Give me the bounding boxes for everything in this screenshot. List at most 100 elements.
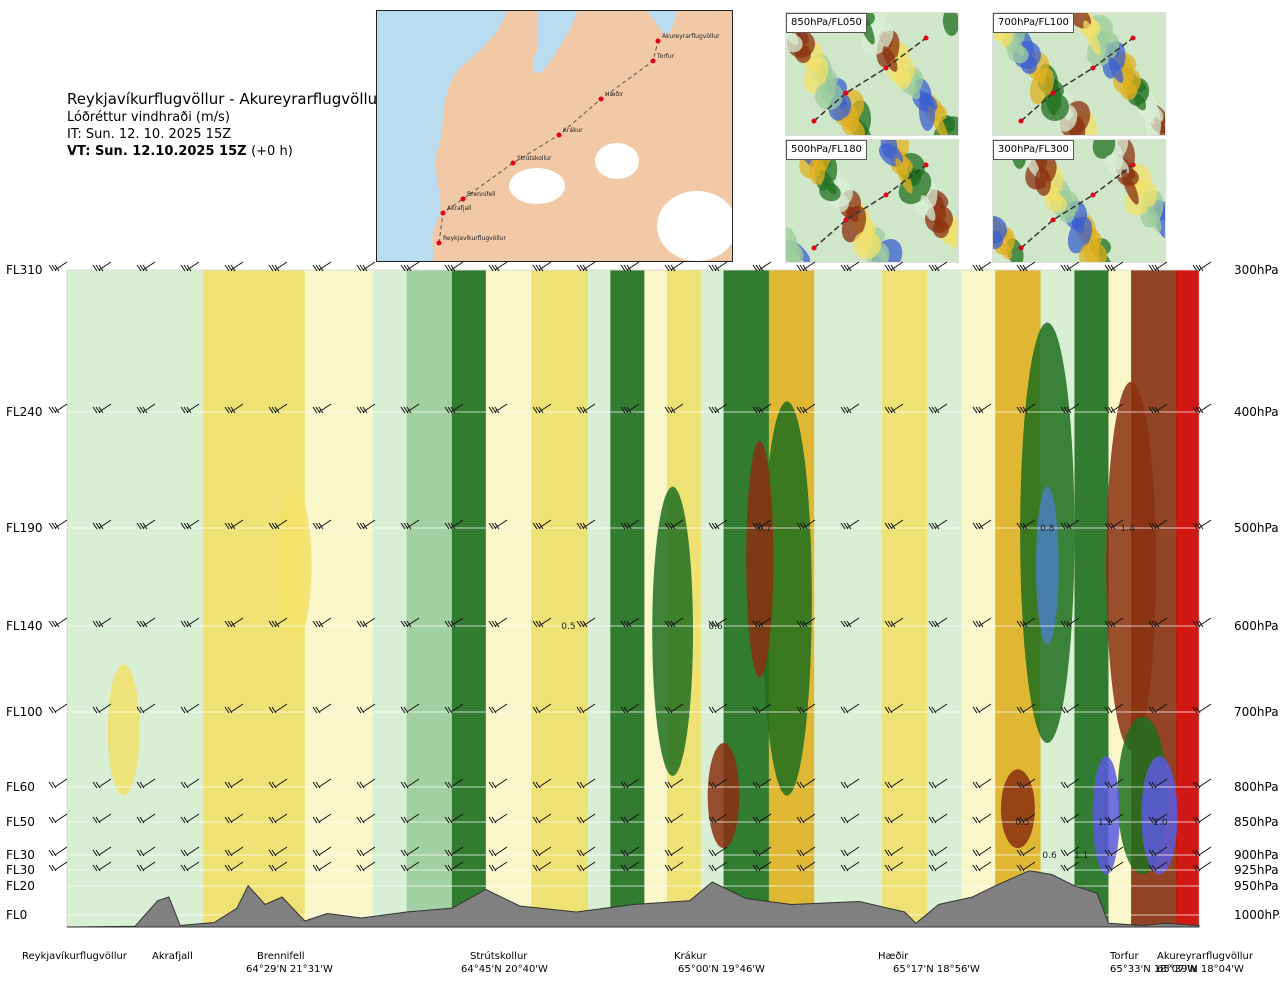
barb-shaft (494, 861, 508, 871)
wind-barb (136, 861, 156, 872)
wind-barb (48, 778, 68, 789)
barb-flag (1066, 406, 1072, 414)
barb-flag (227, 849, 233, 857)
barb-flag (180, 522, 186, 530)
barb-flag (579, 264, 585, 272)
thumb-field-cell (1092, 140, 1116, 159)
field-band (406, 270, 453, 927)
field-cell (1092, 756, 1120, 875)
barb-shaft (1110, 861, 1124, 871)
wind-barb (532, 846, 552, 857)
barb-flag (931, 816, 937, 824)
wind-barb (928, 617, 948, 628)
wind-barb (48, 403, 68, 414)
barb-flag (664, 781, 670, 789)
barb-flag (928, 849, 934, 857)
barb-flag (1104, 522, 1110, 530)
wind-barb (884, 617, 904, 628)
barb-flag (538, 522, 544, 530)
thumb-route-point (1130, 162, 1136, 168)
barb-shaft (582, 861, 596, 871)
route-line (438, 40, 659, 244)
thumb-700[interactable]: 700hPa/FL100 (992, 12, 1166, 136)
wind-barb (1192, 403, 1212, 414)
barb-flag (1151, 849, 1157, 857)
wind-barb (1016, 846, 1036, 857)
barb-flag (620, 849, 626, 857)
barb-flag (1019, 522, 1025, 530)
barb-shaft (890, 846, 904, 856)
location-coord: 65°33'N 18°07'W (1110, 964, 1197, 975)
barb-shaft (538, 778, 552, 788)
barb-shaft (538, 846, 552, 856)
thumb-850[interactable]: 850hPa/FL050 (785, 12, 959, 136)
barb-flag (972, 264, 978, 272)
barb-shaft (362, 703, 376, 713)
wind-barb (928, 813, 948, 824)
barb-flag (928, 522, 934, 530)
barb-flag (620, 816, 626, 824)
barb-flag (1151, 264, 1157, 272)
thumb-300[interactable]: 300hPa/FL300 (992, 139, 1166, 263)
barb-flag (846, 264, 852, 272)
barb-flag (312, 406, 318, 414)
contour-label: 0.6 (1042, 851, 1057, 861)
barb-flag (48, 816, 54, 824)
barb-flag (1063, 816, 1069, 824)
barb-flag (1063, 864, 1069, 872)
wind-barb (1104, 519, 1124, 530)
barb-shaft (978, 846, 992, 856)
barb-flag (444, 849, 450, 857)
thumb-field-cell (815, 82, 843, 110)
barb-flag (532, 264, 538, 272)
barb-flag (271, 864, 277, 872)
wind-barb (884, 846, 904, 857)
barb-flag (183, 264, 189, 272)
thumb-850-label: 850hPa/FL050 (786, 13, 867, 33)
barb-flag (535, 706, 541, 714)
thumb-500-map (786, 140, 958, 262)
barb-flag (840, 264, 846, 272)
barb-flag (136, 864, 142, 872)
barb-shaft (758, 778, 772, 788)
wind-barb (708, 861, 728, 872)
barb-flag (494, 522, 500, 530)
barb-flag (538, 406, 544, 414)
barb-shaft (230, 261, 244, 271)
barb-shaft (890, 813, 904, 823)
thumb-500[interactable]: 500hPa/FL180 (785, 139, 959, 263)
barb-flag (183, 620, 189, 628)
thumb-field-cell (1007, 44, 1029, 64)
barb-flag (582, 264, 588, 272)
barb-shaft (450, 778, 464, 788)
barb-flag (931, 781, 937, 789)
barb-flag (802, 264, 808, 272)
barb-shaft (98, 778, 112, 788)
thumb-field-cell (786, 33, 803, 53)
barb-shaft (54, 617, 68, 627)
field-band (372, 270, 408, 927)
barb-flag (54, 522, 60, 530)
field-cell (107, 664, 140, 796)
barb-shaft (450, 813, 464, 823)
barb-shaft (142, 846, 156, 856)
barb-flag (708, 264, 714, 272)
barb-flag (576, 849, 582, 857)
route-point-label: Brennifell (467, 191, 496, 198)
barb-flag (274, 620, 280, 628)
route-point-label: Akrafjall (447, 205, 472, 212)
wind-barb (972, 519, 992, 530)
lead-time: (+0 h) (251, 144, 293, 159)
barb-flag (1060, 864, 1066, 872)
glacier-1 (595, 143, 639, 179)
route-point (440, 210, 446, 216)
wind-barb (224, 617, 244, 628)
wind-barb (752, 861, 772, 872)
field-cell (707, 743, 740, 849)
field-cell (275, 486, 312, 645)
thumb-field-cell (1121, 82, 1137, 100)
barb-flag (312, 522, 318, 530)
wind-barb (1060, 861, 1080, 872)
issue-time: IT: Sun. 12. 10. 2025 15Z (67, 127, 232, 142)
wind-barb (1060, 519, 1080, 530)
